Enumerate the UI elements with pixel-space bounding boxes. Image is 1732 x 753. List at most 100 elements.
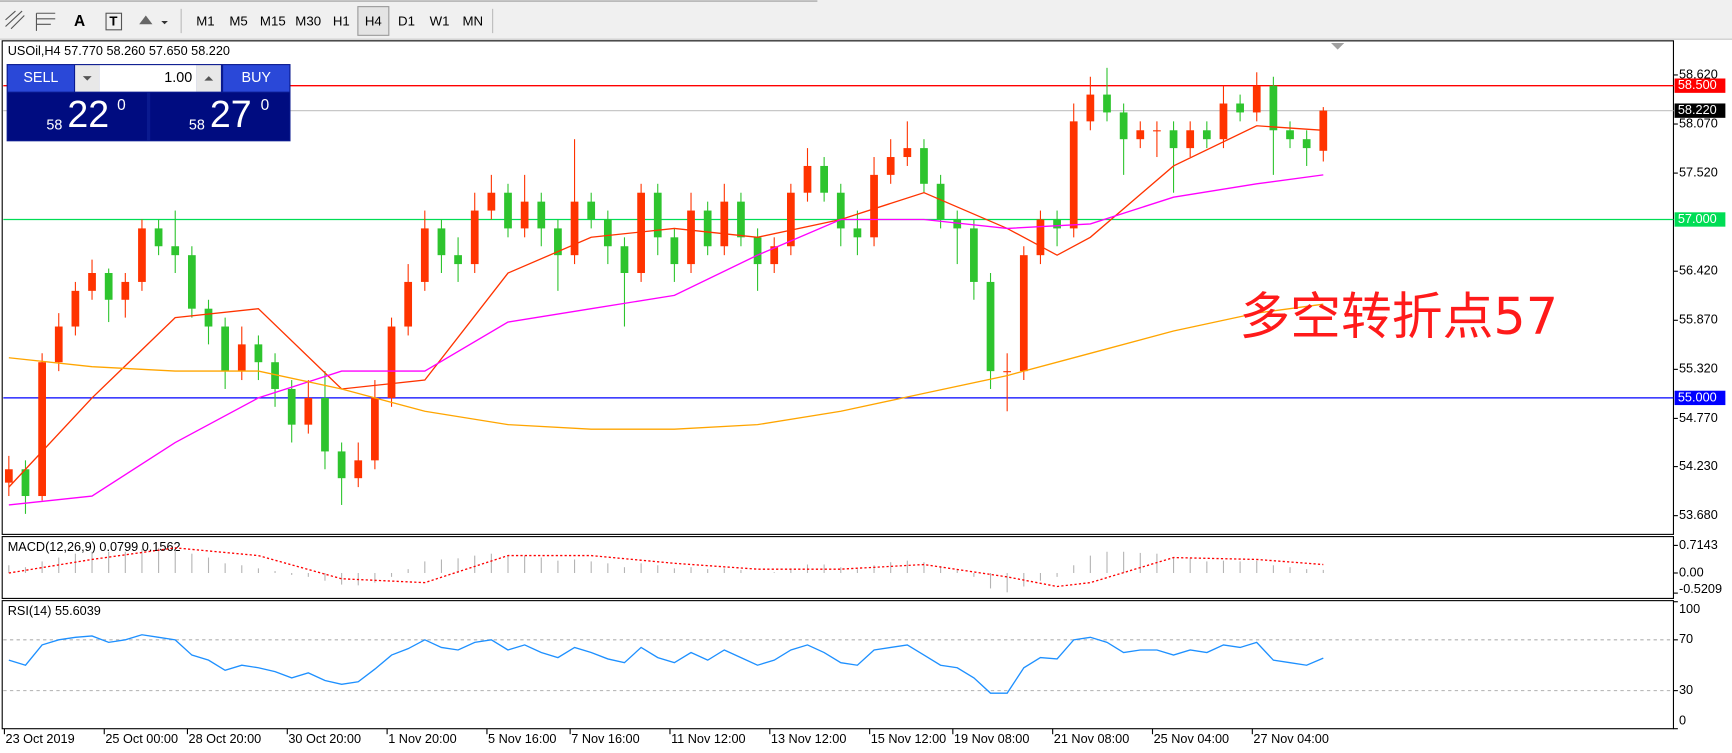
- candle-body: [54, 326, 63, 363]
- buy-price-big: 27: [210, 93, 252, 135]
- candle-body: [4, 469, 13, 483]
- candle-body: [903, 148, 912, 158]
- y-tick-label: 54.230: [1679, 459, 1718, 473]
- y-tick-label: 0.00: [1679, 565, 1704, 579]
- x-tick-label: 27 Nov 04:00: [1253, 732, 1329, 746]
- timeframe-button[interactable]: H4: [365, 14, 382, 29]
- candle-body: [204, 308, 213, 327]
- buy-price-box[interactable]: [150, 92, 290, 141]
- candle-body: [720, 201, 729, 247]
- candle-body: [587, 201, 596, 220]
- candle-body: [71, 290, 80, 327]
- candle-body: [1302, 139, 1311, 149]
- timeframe-button[interactable]: M5: [229, 14, 247, 29]
- candle-body: [820, 165, 829, 193]
- candle-body: [487, 192, 496, 211]
- timeframe-button[interactable]: W1: [430, 14, 450, 29]
- svg-text:T: T: [109, 14, 117, 29]
- shift-marker: [1331, 43, 1345, 50]
- candle-body: [154, 228, 163, 247]
- y-tick-label: 0: [1679, 713, 1686, 727]
- x-tick-label: 30 Oct 20:00: [288, 732, 361, 746]
- x-tick-label: 5 Nov 16:00: [488, 732, 556, 746]
- x-tick-label: 1 Nov 20:00: [388, 732, 456, 746]
- x-tick-label: 25 Nov 04:00: [1154, 732, 1230, 746]
- candle-body: [1086, 94, 1095, 122]
- candle-body: [970, 228, 978, 282]
- y-tick-label: 0.7143: [1679, 538, 1718, 552]
- sell-label: SELL: [23, 70, 58, 86]
- candle-body: [1003, 371, 1012, 373]
- candle-body: [936, 183, 945, 220]
- candle-body: [337, 451, 346, 479]
- sell-price-big: 22: [67, 93, 109, 135]
- candle-body: [870, 174, 878, 238]
- timeframe-bar: M1 M5 M15 M30 H1 H4 D1 W1 MN: [196, 6, 494, 36]
- candle-body: [670, 237, 679, 265]
- drawing-tools[interactable]: A T: [5, 8, 182, 34]
- price-level-label: 55.000: [1678, 390, 1717, 404]
- rsi-panel: [1, 600, 1675, 730]
- y-tick-label: 58.620: [1679, 67, 1718, 81]
- x-tick-label: 19 Nov 08:00: [954, 732, 1030, 746]
- candle-body: [1186, 130, 1195, 149]
- volume-input[interactable]: [99, 65, 197, 92]
- timeframe-button[interactable]: M1: [196, 14, 214, 29]
- candle-body: [853, 228, 862, 238]
- candle-body: [653, 192, 662, 238]
- timeframe-button[interactable]: D1: [398, 14, 415, 29]
- candle-body: [221, 326, 230, 372]
- buy-button[interactable]: [223, 65, 290, 92]
- timeframe-button[interactable]: MN: [462, 14, 483, 29]
- candle-body: [371, 397, 379, 461]
- candle-body: [254, 344, 263, 363]
- candle-body: [387, 326, 396, 398]
- price-level-label: 58.220: [1678, 103, 1717, 117]
- candle-body: [1069, 121, 1078, 229]
- x-tick-label: 25 Oct 00:00: [105, 732, 178, 746]
- x-tick-label: 11 Nov 12:00: [671, 732, 746, 746]
- candle-body: [187, 255, 196, 309]
- candle-body: [1153, 130, 1161, 132]
- sell-price-box[interactable]: [7, 92, 147, 141]
- candle-body: [287, 388, 296, 425]
- y-tick-label: 57.520: [1679, 165, 1718, 179]
- sell-price-point: 0: [117, 97, 126, 114]
- x-tick-label: 7 Nov 16:00: [571, 732, 639, 746]
- candle-body: [1053, 219, 1061, 229]
- candle-body: [470, 210, 479, 265]
- candle-body: [104, 273, 113, 300]
- candle-body: [420, 228, 429, 282]
- x-tick-label: 13 Nov 12:00: [771, 732, 847, 746]
- svg-text:A: A: [74, 13, 85, 30]
- volume-value: 1.00: [164, 70, 192, 86]
- candle-body: [321, 397, 329, 452]
- candle-body: [753, 237, 762, 265]
- x-tick-label: 28 Oct 20:00: [189, 732, 262, 746]
- x-tick-label: 15 Nov 12:00: [871, 732, 947, 746]
- moving-average: [8, 303, 1324, 430]
- rsi-line: [8, 634, 1324, 694]
- candle-body: [687, 210, 695, 265]
- indicator-title: USOil,H4 57.770 58.260 57.650 58.220: [8, 44, 230, 58]
- candle-body: [637, 192, 645, 274]
- y-tick-label: 56.420: [1679, 264, 1718, 278]
- y-tick-label: 70: [1679, 632, 1693, 646]
- candle-body: [454, 255, 462, 265]
- candle-body: [38, 362, 46, 497]
- y-tick-label: 55.870: [1679, 313, 1718, 327]
- candle-body: [271, 362, 279, 389]
- timeframe-button[interactable]: M30: [295, 14, 321, 29]
- timeframe-button[interactable]: M15: [260, 14, 286, 29]
- moving-average: [8, 125, 1324, 488]
- chart-layer: USOil,H4 57.770 58.260 57.650 58.220 58.6…: [3, 44, 1726, 746]
- y-tick-label: 53.680: [1679, 508, 1718, 522]
- candle-body: [570, 201, 579, 256]
- timeframe-button[interactable]: H1: [333, 14, 350, 29]
- candle-body: [603, 219, 612, 247]
- sell-button[interactable]: [7, 65, 75, 92]
- y-tick-label: 100: [1679, 602, 1700, 616]
- indicator-title: RSI(14) 55.6039: [8, 604, 101, 618]
- candle-body: [1236, 103, 1244, 113]
- candle-body: [437, 228, 446, 256]
